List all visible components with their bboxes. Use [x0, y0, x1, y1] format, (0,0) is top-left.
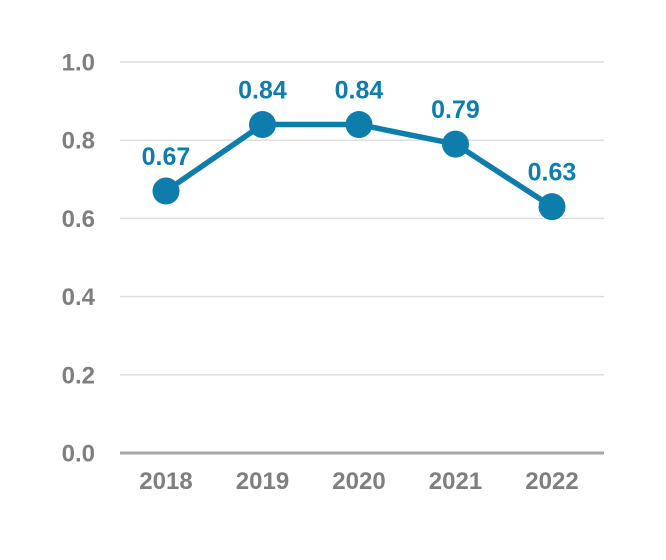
y-axis-tick-label: 0.4: [62, 284, 96, 311]
data-point-marker-2019: [249, 111, 276, 139]
y-axis-tick-label: 0.6: [62, 206, 95, 233]
data-point-marker-2022: [538, 193, 566, 221]
y-axis-tick-label: 0.8: [62, 128, 95, 155]
data-point-label-2018: 0.67: [142, 143, 191, 171]
y-axis-tick-label: 0.2: [62, 362, 95, 389]
data-point-marker-2018: [152, 177, 180, 205]
x-axis-tick-label: 2018: [139, 468, 192, 495]
x-axis-tick-label: 2019: [236, 468, 289, 495]
y-axis-tick-label: 1.0: [62, 50, 95, 77]
x-axis-tick-label: 2021: [429, 468, 482, 495]
data-point-label-2020: 0.84: [335, 77, 384, 105]
data-point-marker-2021: [442, 130, 469, 158]
data-point-marker-2020: [345, 111, 373, 139]
y-axis-tick-label: 0.0: [62, 441, 95, 468]
data-point-label-2021: 0.79: [431, 96, 480, 124]
x-axis-tick-label: 2020: [332, 468, 385, 495]
x-axis-tick-label: 2022: [525, 468, 578, 495]
data-point-label-2019: 0.84: [238, 77, 287, 105]
data-point-label-2022: 0.63: [528, 159, 577, 187]
